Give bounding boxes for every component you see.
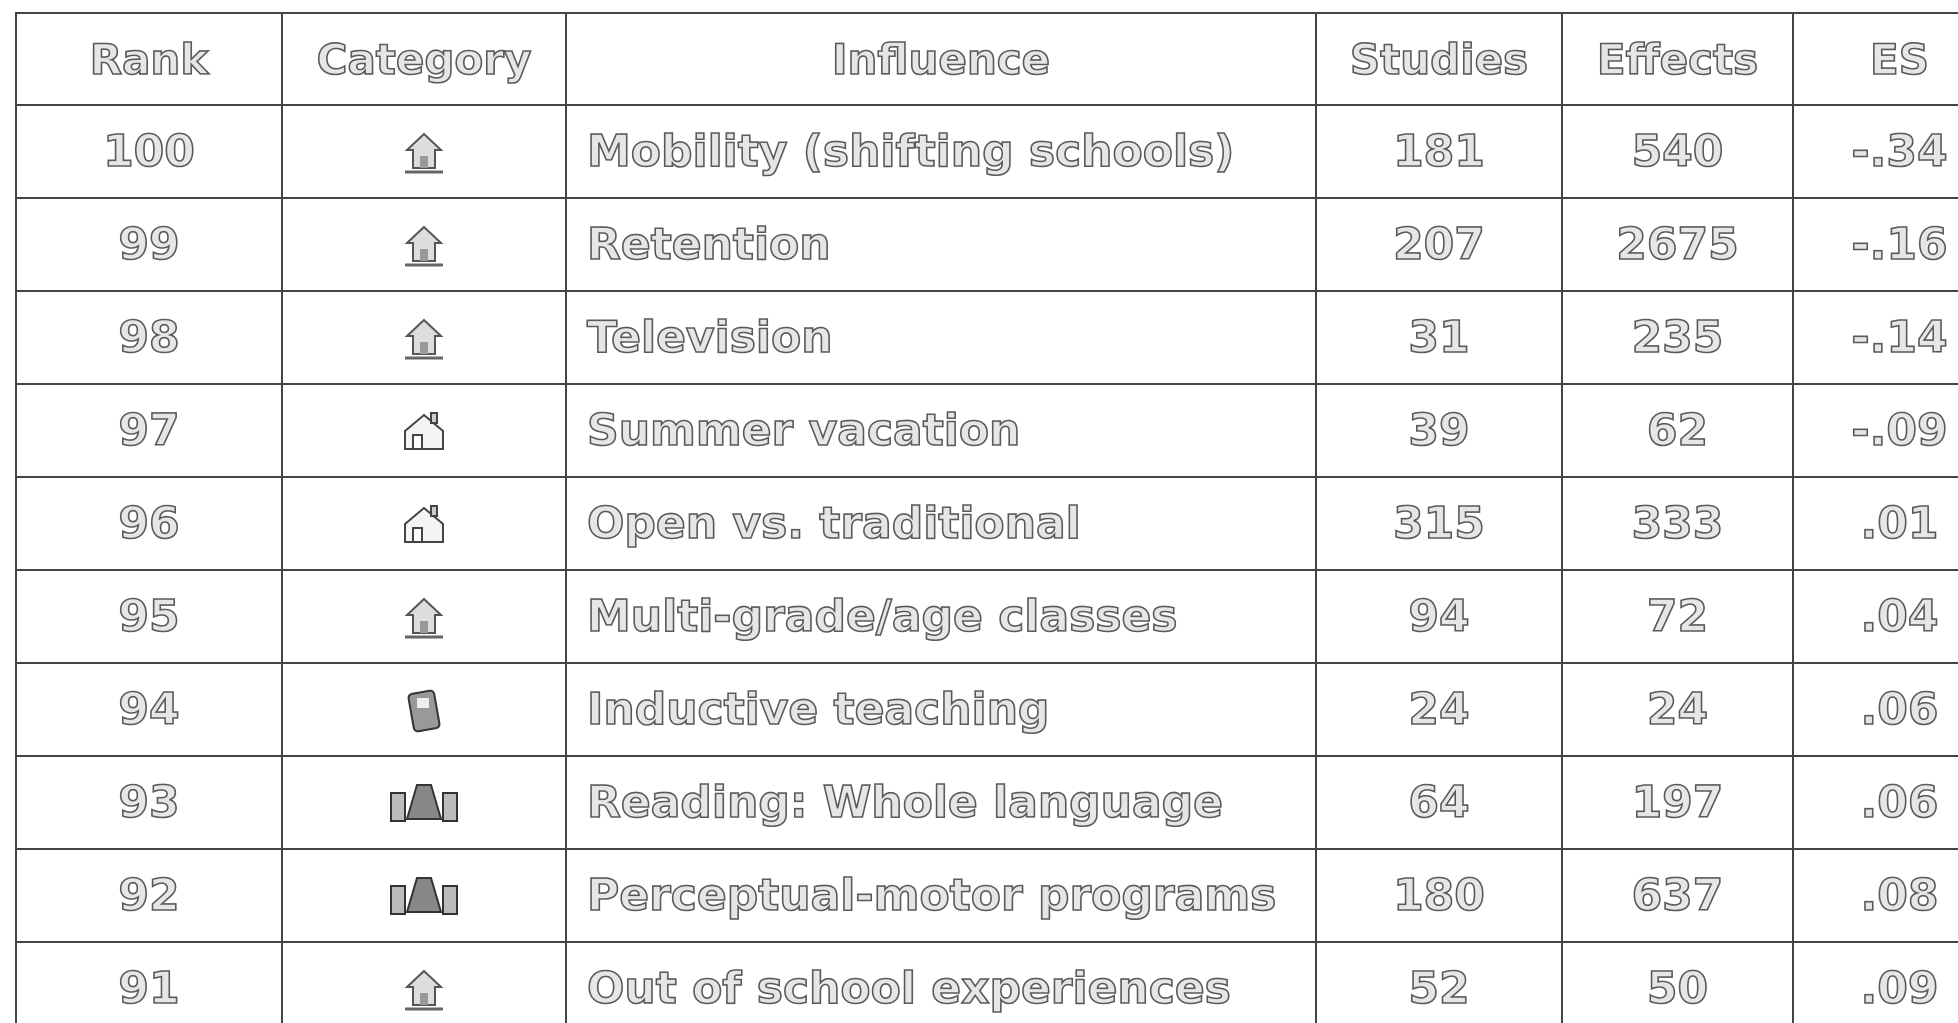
- header-cell: Studies: [1315, 12, 1563, 106]
- table-row: 96 Open vs. traditional 315 333.01: [15, 476, 1958, 571]
- table-cell: 94: [1315, 569, 1563, 664]
- table-row: 94 Inductive teaching 24 24.06: [15, 662, 1958, 757]
- table-cell: 197: [1561, 755, 1794, 850]
- header-cell: ES: [1792, 12, 1958, 106]
- category-cell: [281, 104, 567, 199]
- table-cell: -.34: [1792, 104, 1958, 199]
- table-cell: 540: [1561, 104, 1794, 199]
- table: Rank Category Influence Studies Effects …: [15, 12, 1958, 1023]
- table-cell: .01: [1792, 476, 1958, 571]
- category-icon: [398, 407, 450, 457]
- table-cell: 180: [1315, 848, 1563, 943]
- table-cell: 31: [1315, 290, 1563, 385]
- table-cell: 2675: [1561, 197, 1794, 292]
- table-cell: Perceptual-motor programs: [565, 848, 1317, 943]
- table-cell: Television: [565, 290, 1317, 385]
- category-cell: [281, 383, 567, 478]
- table-cell: 62: [1561, 383, 1794, 478]
- table-cell: -.09: [1792, 383, 1958, 478]
- table-cell: 64: [1315, 755, 1563, 850]
- table-cell: Reading: Whole language: [565, 755, 1317, 850]
- table-cell: 94: [15, 662, 283, 757]
- table-cell: -.14: [1792, 290, 1958, 385]
- category-icon: [398, 965, 450, 1015]
- category-icon: [398, 686, 450, 736]
- table-row: 100 Mobility (shifting schools) 181 540 -.34: [15, 104, 1958, 199]
- table-row: 95 Multi-grade/age classes 94 72.04: [15, 569, 1958, 664]
- table-cell: 235: [1561, 290, 1794, 385]
- table-cell: 93: [15, 755, 283, 850]
- table-row: 93 Reading: Whole language 64 197.06: [15, 755, 1958, 850]
- category-icon: [388, 872, 460, 922]
- category-icon: [398, 500, 450, 550]
- table-row: 99 Retention 207 2675 -.16: [15, 197, 1958, 292]
- table-cell: 39: [1315, 383, 1563, 478]
- table-cell: .04: [1792, 569, 1958, 664]
- table-cell: 24: [1561, 662, 1794, 757]
- header-row: Rank Category Influence Studies Effects …: [15, 12, 1958, 106]
- category-icon: [398, 593, 450, 643]
- category-icon: [388, 779, 460, 829]
- category-cell: [281, 569, 567, 664]
- table-cell: .06: [1792, 662, 1958, 757]
- table-cell: 315: [1315, 476, 1563, 571]
- header-cell: Rank: [15, 12, 283, 106]
- table-cell: 95: [15, 569, 283, 664]
- category-cell: [281, 755, 567, 850]
- category-cell: [281, 941, 567, 1023]
- table-cell: Mobility (shifting schools): [565, 104, 1317, 199]
- table-cell: Multi-grade/age classes: [565, 569, 1317, 664]
- table-cell: -.16: [1792, 197, 1958, 292]
- table-cell: Inductive teaching: [565, 662, 1317, 757]
- table-row: 97 Summer vacation 39 62 -.09: [15, 383, 1958, 478]
- table-cell: 96: [15, 476, 283, 571]
- table-container: Rank Category Influence Studies Effects …: [15, 12, 1958, 1023]
- table-cell: Retention: [565, 197, 1317, 292]
- category-cell: [281, 197, 567, 292]
- category-cell: [281, 662, 567, 757]
- table-cell: 207: [1315, 197, 1563, 292]
- table-cell: 99: [15, 197, 283, 292]
- table-cell: .09: [1792, 941, 1958, 1023]
- table-body: 100 Mobility (shifting schools) 181 540 -.34…: [15, 104, 1958, 1023]
- table-cell: 92: [15, 848, 283, 943]
- table-cell: 24: [1315, 662, 1563, 757]
- header-cell: Influence: [565, 12, 1317, 106]
- category-icon: [398, 128, 450, 178]
- table-row: 92 Perceptual-motor programs 180 637.08: [15, 848, 1958, 943]
- table-cell: 52: [1315, 941, 1563, 1023]
- table-cell: 637: [1561, 848, 1794, 943]
- header-cell: Category: [281, 12, 567, 106]
- table-cell: 181: [1315, 104, 1563, 199]
- table-cell: 91: [15, 941, 283, 1023]
- category-cell: [281, 476, 567, 571]
- table-row: 91 Out of school experiences 52 50.09: [15, 941, 1958, 1023]
- table-cell: 50: [1561, 941, 1794, 1023]
- category-cell: [281, 290, 567, 385]
- table-cell: Summer vacation: [565, 383, 1317, 478]
- category-cell: [281, 848, 567, 943]
- header-cell: Effects: [1561, 12, 1794, 106]
- table-cell: Out of school experiences: [565, 941, 1317, 1023]
- category-icon: [398, 314, 450, 364]
- table-cell: 333: [1561, 476, 1794, 571]
- table-cell: 100: [15, 104, 283, 199]
- table-row: 98 Television 31 235 -.14: [15, 290, 1958, 385]
- category-icon: [398, 221, 450, 271]
- table-cell: Open vs. traditional: [565, 476, 1317, 571]
- table-cell: .06: [1792, 755, 1958, 850]
- table-cell: 98: [15, 290, 283, 385]
- table-cell: .08: [1792, 848, 1958, 943]
- table-cell: 72: [1561, 569, 1794, 664]
- table-cell: 97: [15, 383, 283, 478]
